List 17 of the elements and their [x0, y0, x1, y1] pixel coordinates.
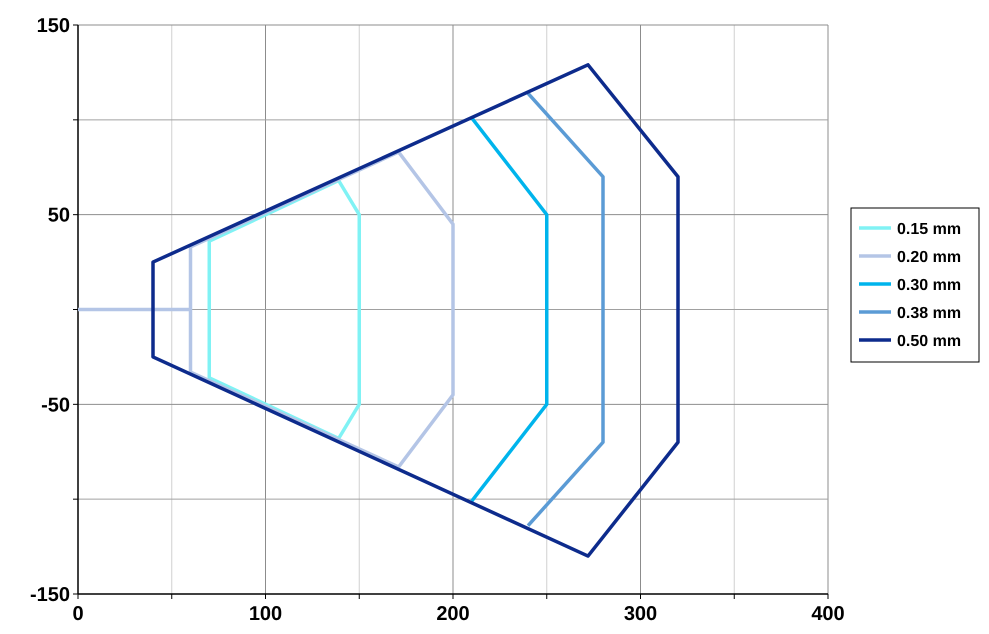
x-tick-label: 200	[436, 603, 470, 625]
legend-label: 0.20 mm	[897, 249, 962, 266]
legend-label: 0.15 mm	[897, 221, 962, 238]
line-series	[151, 63, 680, 558]
y-tick-label: -150	[30, 584, 70, 606]
line-series	[526, 92, 605, 528]
x-tick-label: 100	[248, 603, 282, 625]
x-tick-label: 400	[811, 603, 845, 625]
y-tick-label: 50	[48, 204, 70, 227]
legend-label: 0.38 mm	[897, 305, 962, 322]
y-tick-label: -50	[41, 394, 70, 416]
line-series	[470, 116, 548, 503]
y-tick-label: 150	[36, 15, 70, 37]
x-tick-label: 0	[72, 603, 84, 625]
legend-label: 0.50 mm	[897, 333, 962, 350]
x-tick-label: 300	[624, 603, 658, 625]
legend-label: 0.30 mm	[897, 277, 962, 294]
